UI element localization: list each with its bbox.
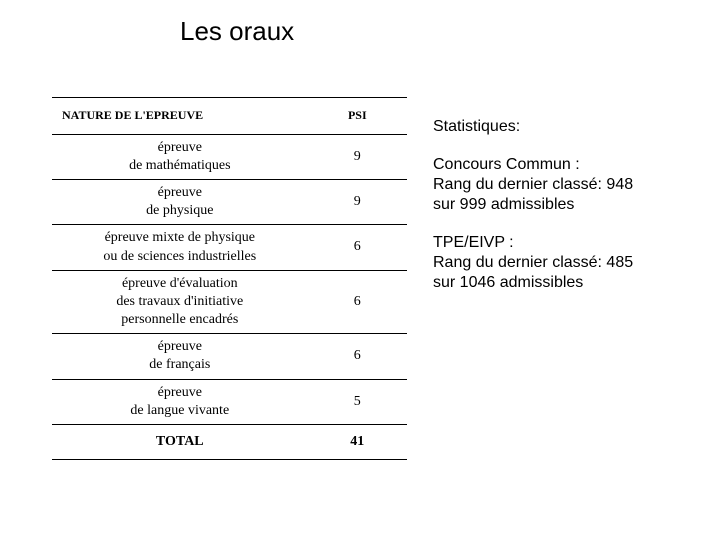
total-value: 41 [308,425,407,460]
epreuves-table-wrap: NATURE DE L'EPREUVE PSI épreuvede mathém… [52,97,407,460]
col-header-psi: PSI [308,98,407,135]
cell-nature: épreuvede langue vivante [52,379,308,424]
cell-nature: épreuvede français [52,334,308,379]
col-header-nature: NATURE DE L'EPREUVE [52,98,308,135]
table-row: épreuvede mathématiques 9 [52,134,407,179]
cell-nature: épreuve mixte de physiqueou de sciences … [52,225,308,270]
cell-nature: épreuvede mathématiques [52,134,308,179]
stats-panel: Statistiques: Concours Commun : Rang du … [433,117,633,311]
table-row: épreuvede langue vivante 5 [52,379,407,424]
cell-value: 9 [308,179,407,224]
epreuves-table: NATURE DE L'EPREUVE PSI épreuvede mathém… [52,97,407,460]
stats-line: sur 999 admissibles [433,195,633,215]
stats-line: Rang du dernier classé: 948 [433,175,633,195]
stats-block: Concours Commun : Rang du dernier classé… [433,155,633,215]
stats-line: TPE/EIVP : [433,233,633,253]
table-row: épreuve mixte de physiqueou de sciences … [52,225,407,270]
stats-heading: Statistiques: [433,117,633,137]
total-label: TOTAL [52,425,308,460]
cell-value: 9 [308,134,407,179]
table-header-row: NATURE DE L'EPREUVE PSI [52,98,407,135]
stats-block: TPE/EIVP : Rang du dernier classé: 485 s… [433,233,633,293]
table-row: épreuve d'évaluationdes travaux d'initia… [52,270,407,334]
cell-value: 6 [308,270,407,334]
content-row: NATURE DE L'EPREUVE PSI épreuvede mathém… [30,97,690,460]
stats-line: sur 1046 admissibles [433,273,633,293]
cell-value: 6 [308,225,407,270]
stats-line: Rang du dernier classé: 485 [433,253,633,273]
table-total-row: TOTAL 41 [52,425,407,460]
page-title: Les oraux [180,16,690,47]
table-row: épreuvede français 6 [52,334,407,379]
stats-line: Concours Commun : [433,155,633,175]
cell-value: 6 [308,334,407,379]
cell-nature: épreuvede physique [52,179,308,224]
table-row: épreuvede physique 9 [52,179,407,224]
cell-value: 5 [308,379,407,424]
cell-nature: épreuve d'évaluationdes travaux d'initia… [52,270,308,334]
